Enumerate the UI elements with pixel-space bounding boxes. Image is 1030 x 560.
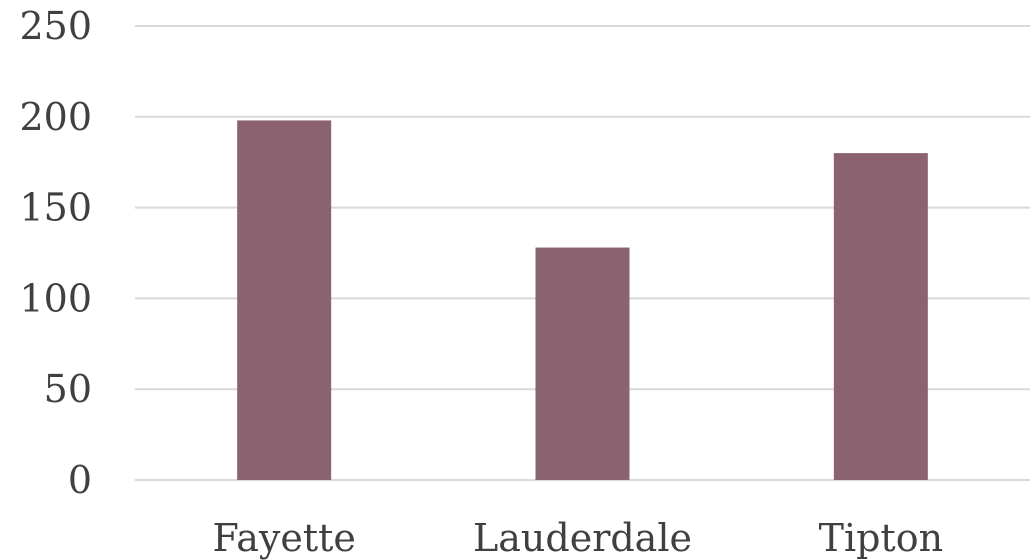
y-tick-label-100: 100 [19, 276, 92, 320]
x-category-label-fayette: Fayette [212, 516, 355, 560]
x-category-label-tipton: Tipton [819, 516, 943, 560]
y-tick-label-200: 200 [19, 95, 92, 139]
bars [237, 120, 928, 480]
y-tick-label-50: 50 [44, 367, 92, 411]
bar-tipton [833, 153, 928, 480]
y-tick-label-0: 0 [68, 458, 92, 502]
y-axis-ticks: 0 50 100 150 200 250 [19, 4, 92, 502]
y-tick-label-150: 150 [19, 186, 92, 230]
x-category-label-lauderdale: Lauderdale [473, 516, 692, 560]
bar-lauderdale [535, 247, 630, 480]
x-axis-categories: Fayette Lauderdale Tipton [212, 516, 943, 560]
y-tick-label-250: 250 [19, 4, 92, 48]
bar-fayette [237, 120, 332, 480]
